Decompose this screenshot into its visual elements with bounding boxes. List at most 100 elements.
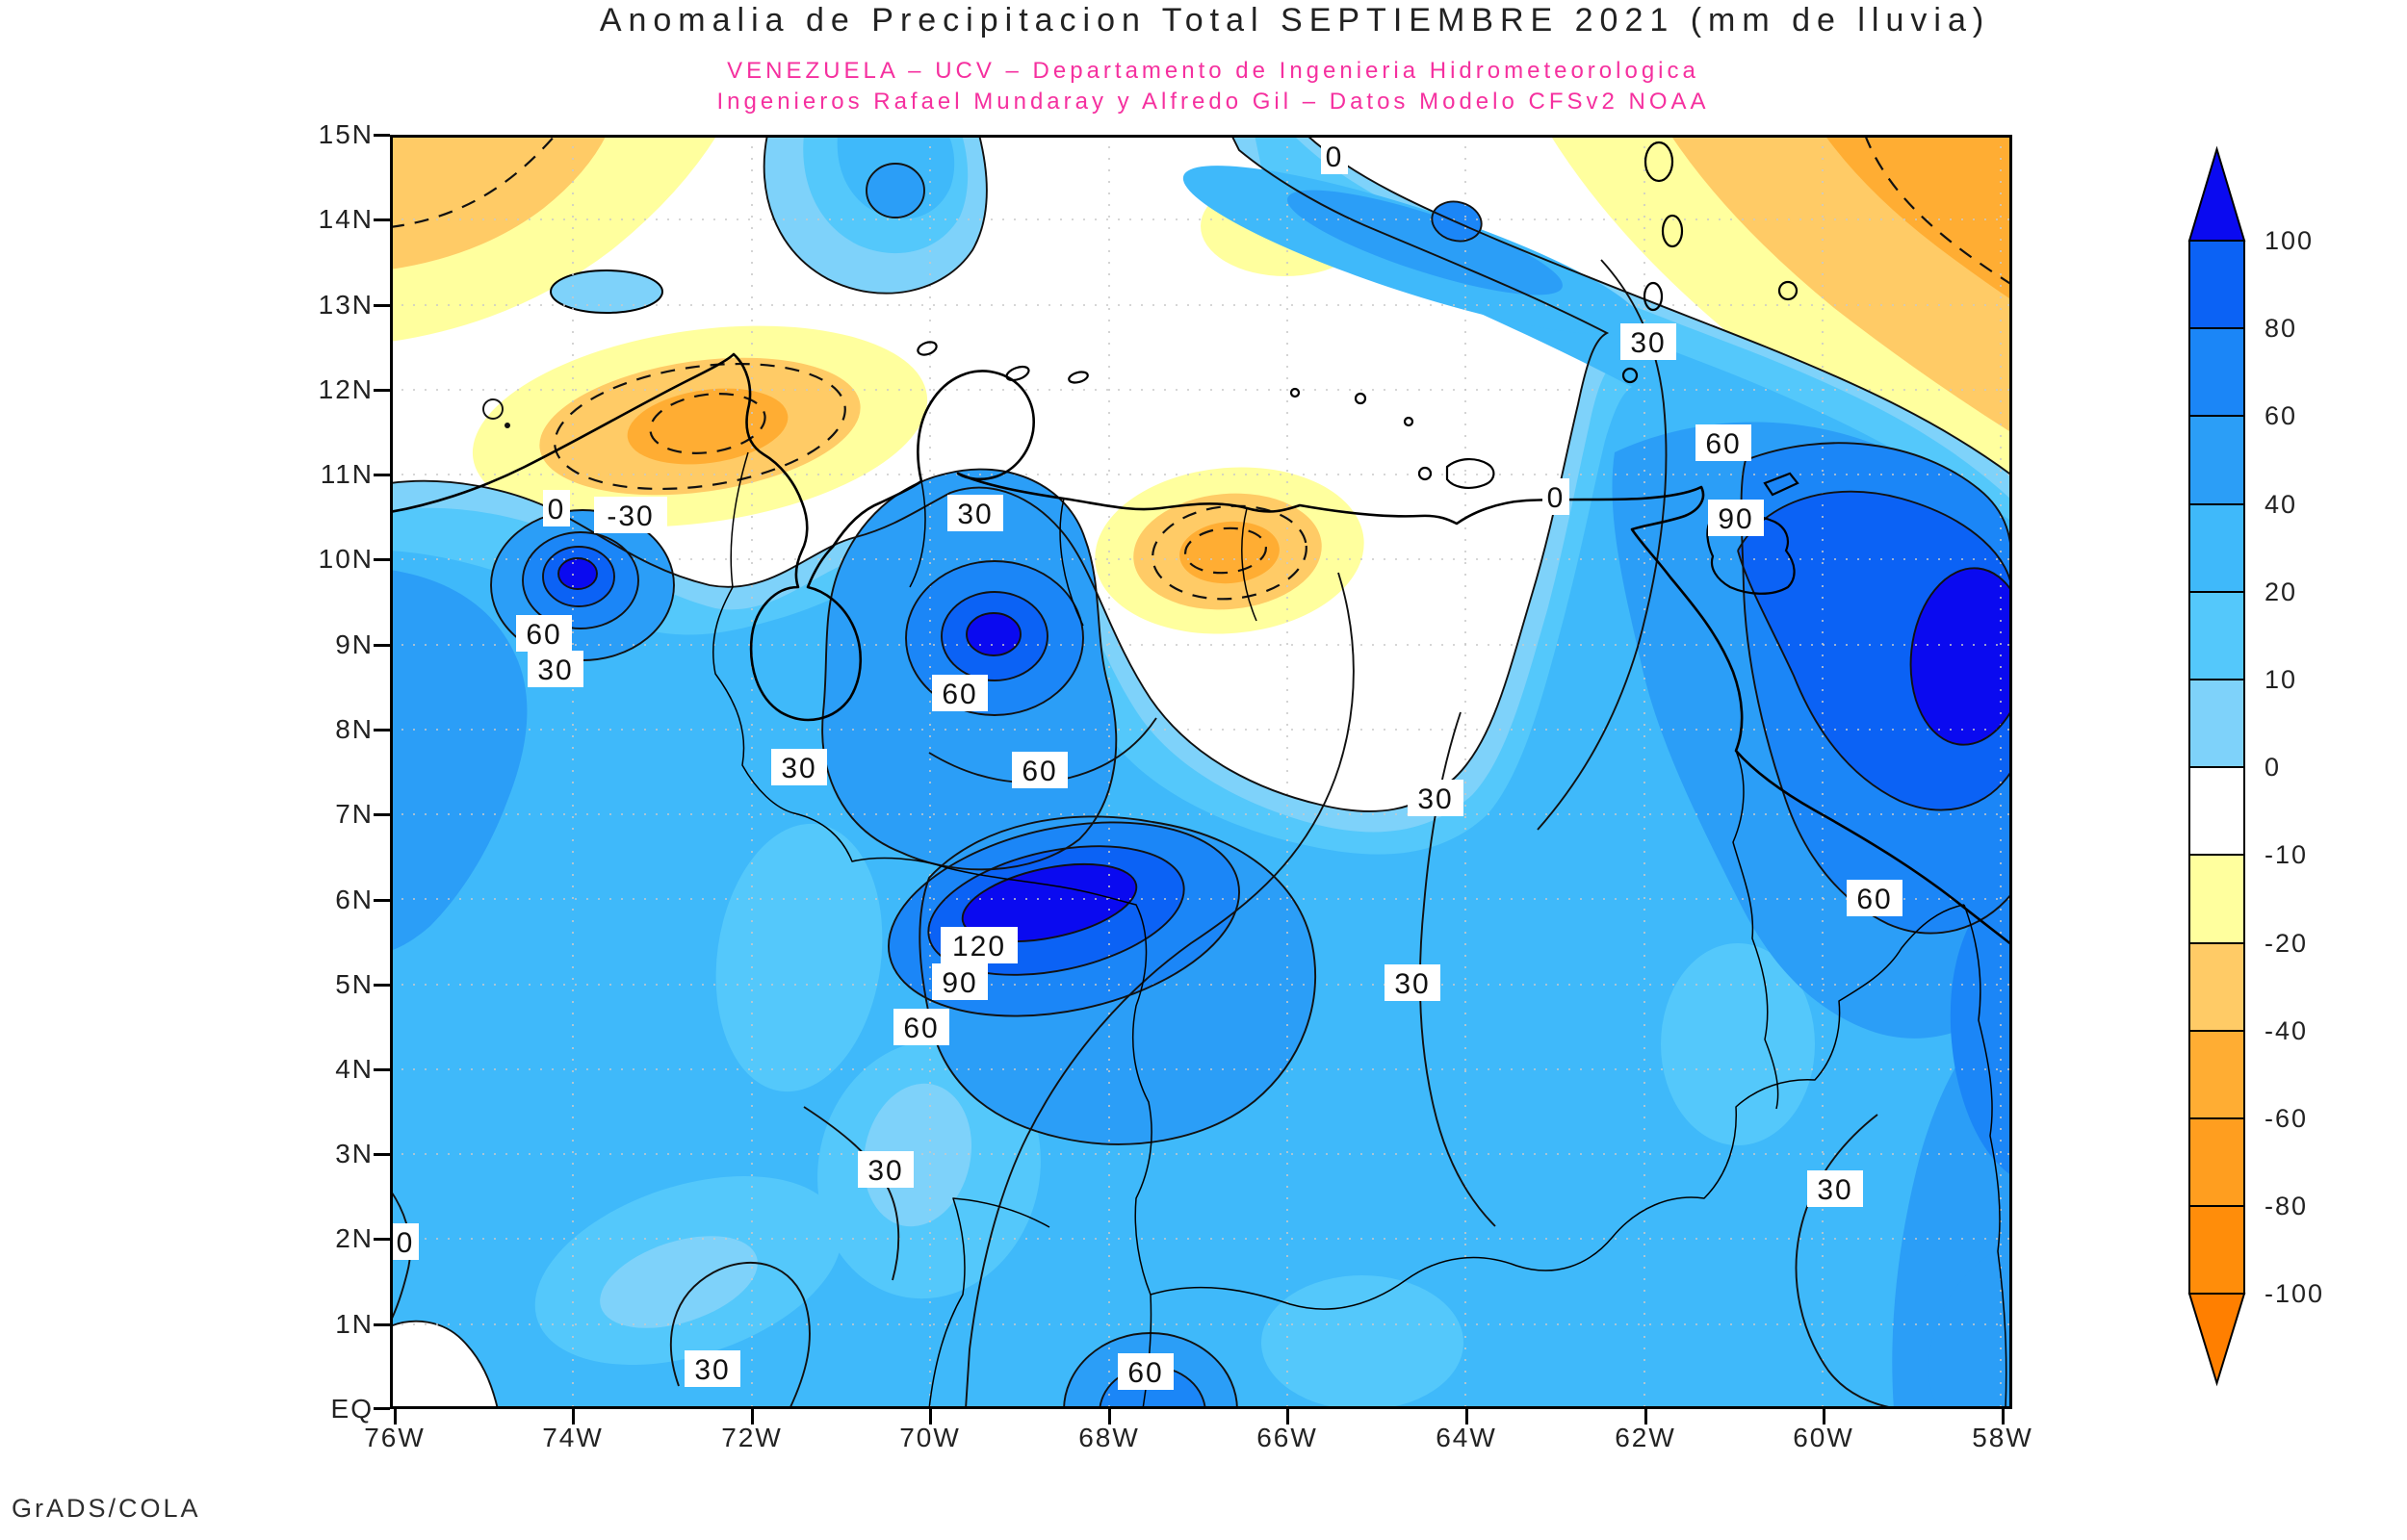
- contour-label-layer: 0 30 60 90 0 0 -30 30 60 30 60 30 60 30 …: [392, 138, 1902, 1390]
- colorbar-label: -10: [2265, 840, 2308, 869]
- contour-label: 30: [947, 495, 1003, 531]
- lat-axis-label: 13N: [318, 290, 374, 320]
- axis-tick: [1286, 1409, 1289, 1424]
- lon-axis-label: 72W: [721, 1423, 783, 1452]
- axis-tick: [374, 134, 390, 137]
- svg-text:60: 60: [942, 679, 977, 710]
- colorbar-label: 100: [2265, 226, 2314, 255]
- svg-text:30: 30: [694, 1354, 730, 1386]
- contour-label: 30: [1385, 964, 1440, 1001]
- map-svg: 0 30 60 90 0 0 -30 30 60 30 60 30 60 30 …: [388, 134, 2029, 1488]
- axis-tick: [929, 1409, 932, 1424]
- axis-tick: [374, 558, 390, 561]
- axis-tick: [1465, 1409, 1468, 1424]
- grads-watermark: GrADS/COLA: [12, 1494, 201, 1523]
- colorbar-label: -40: [2265, 1016, 2308, 1045]
- axis-tick: [374, 1238, 390, 1241]
- contour-label: 60: [1118, 1353, 1174, 1390]
- svg-text:60: 60: [1705, 428, 1741, 460]
- svg-text:60: 60: [903, 1013, 939, 1044]
- lat-axis-label: 3N: [335, 1139, 374, 1168]
- graticule: [390, 135, 2012, 1409]
- colorbar-label: 20: [2265, 578, 2297, 606]
- svg-text:60: 60: [1127, 1357, 1163, 1389]
- colorbar-segment: [2188, 1117, 2245, 1207]
- svg-text:30: 30: [957, 499, 993, 530]
- svg-text:0: 0: [1547, 482, 1566, 514]
- svg-text:90: 90: [942, 967, 977, 999]
- colorbar-label: 40: [2265, 490, 2297, 519]
- lat-axis-label: 2N: [335, 1223, 374, 1253]
- colorbar-label: -60: [2265, 1104, 2308, 1133]
- lon-axis-label: 64W: [1436, 1423, 1497, 1452]
- colorbar-label: -100: [2265, 1279, 2324, 1308]
- svg-text:30: 30: [1417, 783, 1453, 815]
- svg-text:-30: -30: [607, 500, 654, 532]
- colorbar-svg: 100 80 60 40 20 10 0 -10 -20 -40 -60 -80…: [2187, 145, 2324, 1387]
- lat-axis-label: 5N: [335, 969, 374, 999]
- colorbar-segment: [2188, 679, 2245, 768]
- axis-tick: [374, 1068, 390, 1071]
- contour-label: 120: [941, 927, 1018, 963]
- contour-label: 30: [858, 1151, 914, 1188]
- lat-axis-label: 6N: [335, 885, 374, 914]
- svg-text:60: 60: [526, 619, 561, 651]
- colorbar-segment: [2188, 503, 2245, 593]
- svg-text:90: 90: [1718, 503, 1753, 535]
- lon-axis-label: 58W: [1972, 1423, 2033, 1452]
- lat-axis-label: 10N: [318, 544, 374, 574]
- axis-tick: [1108, 1409, 1111, 1424]
- lon-axis-label: 66W: [1256, 1423, 1318, 1452]
- lat-axis-label: 15N: [318, 119, 374, 149]
- lon-axis-label: 62W: [1615, 1423, 1676, 1452]
- subtitle-line-2: Ingenieros Rafael Mundaray y Alfredo Gil…: [716, 89, 1710, 115]
- contour-label: 0: [1542, 478, 1569, 515]
- lat-axis-label: 14N: [318, 204, 374, 234]
- axis-tick: [374, 644, 390, 647]
- contour-label: 90: [932, 963, 988, 1000]
- lat-axis-label: 12N: [318, 374, 374, 404]
- lat-axis-label: 1N: [335, 1309, 374, 1339]
- svg-text:0: 0: [1326, 141, 1344, 173]
- axis-tick: [394, 1409, 397, 1424]
- colorbar-segment: [2188, 766, 2245, 856]
- svg-text:0: 0: [397, 1227, 415, 1259]
- colorbar-label: -80: [2265, 1192, 2308, 1220]
- contour-label: 30: [685, 1350, 740, 1387]
- lon-axis-label: 60W: [1793, 1423, 1854, 1452]
- svg-text:30: 30: [1817, 1174, 1852, 1206]
- axis-tick: [572, 1409, 575, 1424]
- axis-tick: [751, 1409, 754, 1424]
- colorbar-label: 0: [2265, 753, 2281, 782]
- axis-tick: [374, 474, 390, 476]
- contour-label: 90: [1708, 500, 1764, 536]
- svg-text:60: 60: [1022, 756, 1057, 787]
- contour-label: 0: [543, 490, 570, 526]
- lon-axis-label: 76W: [364, 1423, 426, 1452]
- contour-label: 30: [528, 651, 583, 687]
- colorbar-segment: [2188, 854, 2245, 944]
- lat-axis-label: 9N: [335, 629, 374, 659]
- colorbar-arrow-top: [2187, 145, 2246, 242]
- svg-text:30: 30: [781, 753, 816, 784]
- contour-label: 0: [1321, 138, 1348, 174]
- axis-tick: [374, 729, 390, 732]
- colorbar-segment: [2188, 1205, 2245, 1295]
- axis-tick: [374, 1407, 390, 1410]
- colorbar-label: 10: [2265, 665, 2297, 694]
- lat-axis-label: 11N: [320, 459, 374, 489]
- axis-tick: [374, 899, 390, 902]
- coastlines: [388, 141, 2014, 1410]
- lon-axis-label: 70W: [899, 1423, 961, 1452]
- colorbar-segment: [2188, 327, 2245, 417]
- svg-text:30: 30: [537, 654, 573, 686]
- colorbar-segment: [2188, 240, 2245, 329]
- colorbar-segment: [2188, 942, 2245, 1032]
- colorbar-segment: [2188, 1030, 2245, 1119]
- contour-label: 60: [932, 675, 988, 711]
- page-title: Anomalia de Precipitacion Total SEPTIEMB…: [599, 2, 1991, 38]
- axis-tick: [374, 304, 390, 307]
- axis-tick: [374, 1323, 390, 1326]
- contour-label: 30: [1408, 780, 1463, 816]
- map-frame: [390, 135, 2012, 1409]
